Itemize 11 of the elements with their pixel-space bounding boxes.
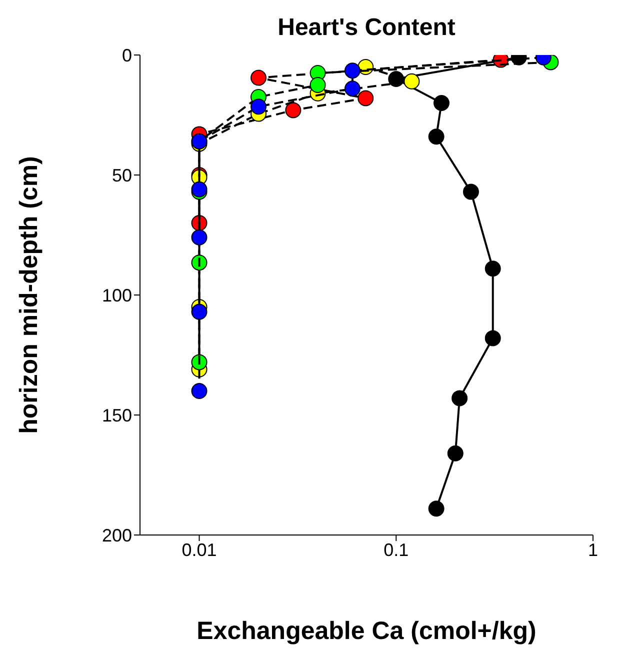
- y-axis-title: horizon mid-depth (cm): [14, 156, 43, 434]
- x-axis-title: Exchangeable Ca (cmol+/kg): [196, 617, 536, 645]
- chart-title: Heart's Content: [276, 14, 456, 42]
- y-tick-label: 150: [102, 405, 132, 426]
- x-tick-label: 1: [588, 540, 598, 560]
- y-tick-label: 0: [122, 45, 132, 66]
- y-tick-label: 100: [102, 285, 132, 306]
- x-tick-label: 0.1: [384, 540, 409, 560]
- x-tick-label: 0.01: [182, 540, 217, 560]
- y-tick-label: 50: [112, 165, 132, 186]
- y-tick-label: 200: [102, 525, 132, 546]
